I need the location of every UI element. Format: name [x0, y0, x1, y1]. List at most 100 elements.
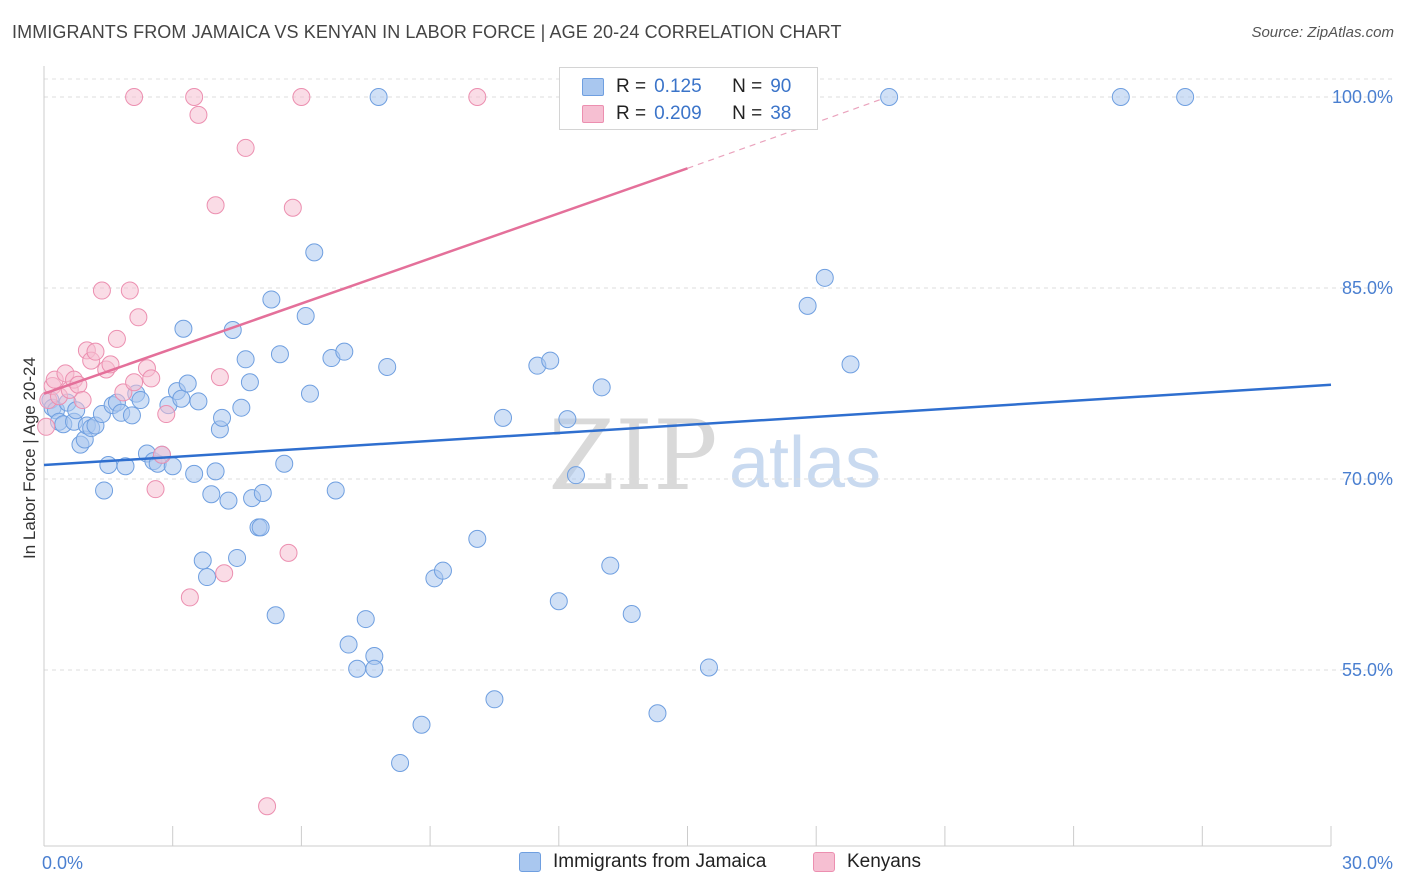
- y-tick-label: 85.0%: [1342, 278, 1393, 298]
- r-value: 0.125: [654, 76, 702, 97]
- jamaica-point: [219, 491, 238, 510]
- jamaica-legend-swatch: [519, 852, 541, 872]
- kenyans-point: [279, 543, 298, 562]
- legend-label-kenyans: Kenyans: [847, 851, 921, 872]
- jamaica-point: [365, 659, 384, 678]
- kenyans-point: [292, 88, 311, 106]
- legend-item-kenyans[interactable]: Kenyans: [813, 851, 921, 873]
- stats-legend: R = 0.125 N = 90 R = 0.209 N = 38: [559, 67, 818, 130]
- jamaica-point: [253, 484, 272, 503]
- jamaica-point: [270, 345, 289, 364]
- series-legend: Immigrants from Jamaica Kenyans: [0, 851, 1406, 879]
- jamaica-point: [300, 384, 319, 403]
- jamaica-point: [348, 659, 367, 678]
- jamaica-point: [541, 351, 560, 370]
- r-value: 0.209: [654, 103, 702, 124]
- source-label: Source: ZipAtlas.com: [1251, 24, 1394, 41]
- data-points: [37, 88, 1195, 816]
- jamaica-point: [122, 406, 141, 425]
- chart-title: IMMIGRANTS FROM JAMAICA VS KENYAN IN LAB…: [12, 22, 842, 42]
- jamaica-point: [236, 350, 255, 369]
- kenyans-point: [86, 342, 105, 361]
- jamaica-point: [1111, 88, 1130, 106]
- kenyans-point: [185, 88, 204, 106]
- kenyans-point: [146, 480, 165, 499]
- jamaica-point: [601, 556, 620, 575]
- kenyans-point: [189, 105, 208, 124]
- jamaica-point: [433, 561, 452, 580]
- kenyans-point: [120, 281, 139, 300]
- jamaica-point: [198, 568, 217, 587]
- kenyans-point: [125, 373, 144, 392]
- jamaica-point: [592, 378, 611, 397]
- jamaica-point: [202, 485, 221, 504]
- jamaica-point: [880, 88, 899, 106]
- jamaica-point: [412, 715, 431, 734]
- jamaica-point: [305, 243, 324, 262]
- kenyans-point: [180, 588, 199, 607]
- kenyans-legend-swatch: [813, 852, 835, 872]
- kenyans-point: [37, 417, 56, 436]
- kenyans-point: [157, 405, 176, 424]
- kenyans-point: [129, 308, 148, 327]
- jamaica-point: [262, 290, 281, 309]
- jamaica-point: [335, 342, 354, 361]
- jamaica-point: [185, 464, 204, 483]
- jamaica-point: [99, 455, 118, 474]
- jamaica-point: [206, 462, 225, 481]
- legend-item-jamaica[interactable]: Immigrants from Jamaica: [519, 851, 766, 873]
- jamaica-point: [391, 753, 410, 772]
- watermark-zip: ZIP: [548, 400, 717, 512]
- jamaica-point: [549, 592, 568, 611]
- n-value: 38: [770, 103, 792, 124]
- jamaica-swatch: [582, 78, 604, 96]
- jamaica-point: [494, 408, 513, 427]
- kenyans-point: [125, 88, 144, 106]
- jamaica-point: [228, 548, 247, 567]
- n-label: N =: [732, 103, 763, 124]
- y-tick-label: 55.0%: [1342, 660, 1393, 680]
- jamaica-point: [131, 391, 150, 410]
- jamaica-point: [240, 373, 259, 392]
- kenyans-trend-extension: [687, 98, 881, 169]
- jamaica-point: [251, 518, 270, 537]
- jamaica-point: [189, 392, 208, 411]
- kenyans-point: [152, 445, 171, 464]
- n-label: N =: [732, 76, 763, 97]
- jamaica-point: [841, 355, 860, 374]
- kenyans-swatch: [582, 105, 604, 123]
- axes: [43, 66, 1332, 847]
- stats-row-jamaica: R = 0.125 N = 90: [582, 73, 791, 101]
- jamaica-point: [369, 88, 388, 106]
- kenyans-point: [210, 368, 229, 387]
- kenyans-point: [142, 369, 161, 388]
- y-axis-label: In Labor Force | Age 20-24: [20, 357, 39, 559]
- jamaica-point: [172, 389, 191, 408]
- watermark-atlas: atlas: [729, 423, 881, 503]
- jamaica-point: [468, 529, 487, 548]
- kenyans-point: [215, 564, 234, 583]
- kenyans-point: [283, 198, 302, 217]
- kenyans-point: [206, 196, 225, 215]
- kenyans-point: [236, 138, 255, 157]
- jamaica-point: [178, 374, 197, 393]
- r-label: R =: [616, 103, 647, 124]
- r-label: R =: [616, 76, 647, 97]
- jamaica-point: [296, 307, 315, 326]
- jamaica-point: [232, 398, 251, 417]
- x-tick-label: 30.0%: [1342, 853, 1393, 873]
- jamaica-point: [485, 690, 504, 709]
- trend-lines: [43, 98, 1332, 467]
- jamaica-point: [558, 410, 577, 429]
- tick-labels: 55.0% 70.0% 85.0% 100.0% 0.0% 30.0%: [42, 87, 1393, 873]
- n-value: 90: [770, 76, 792, 97]
- jamaica-trend-line: [43, 383, 1332, 467]
- jamaica-point: [622, 604, 641, 623]
- kenyans-point: [73, 391, 92, 410]
- jamaica-point: [266, 606, 285, 625]
- kenyans-point: [468, 88, 487, 106]
- jamaica-point: [174, 319, 193, 338]
- kenyans-point: [107, 329, 126, 348]
- jamaica-point: [95, 481, 114, 500]
